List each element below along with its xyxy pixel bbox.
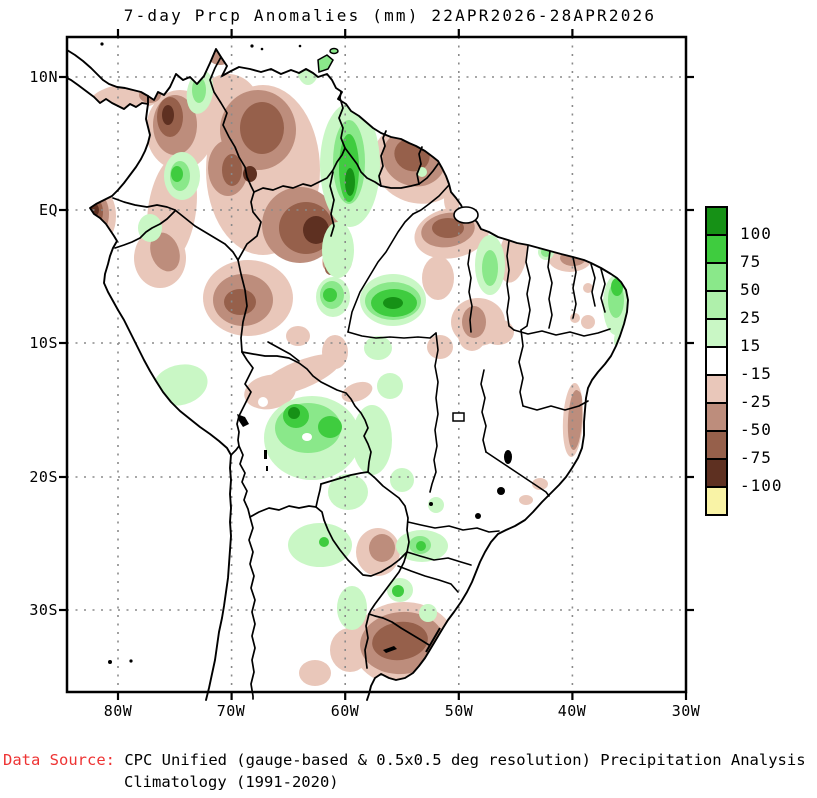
data-source-text: CPC Unified (gauge-based & 0.5x0.5 deg r… <box>124 751 806 769</box>
coastline <box>66 48 629 701</box>
marajo-island <box>453 206 479 224</box>
lagoa-mirim <box>383 646 397 653</box>
colorbar-box-m15-m25 <box>705 374 728 404</box>
data-source-label: Data Source: <box>3 751 115 769</box>
x-axis-label-30w: 30W <box>671 702 701 720</box>
colorbar-label-m25: -25 <box>740 392 772 411</box>
x-axis-label-40w: 40W <box>557 702 587 720</box>
anomaly-white-gaps <box>258 397 312 441</box>
colorbar-label-75: 75 <box>740 252 762 271</box>
anomaly-layer-brown <box>91 97 464 661</box>
y-axis-label-20s: 20S <box>29 468 58 486</box>
x-axis-label-70w: 70W <box>216 702 246 720</box>
x-axis-label-60w: 60W <box>330 702 360 720</box>
colorbar <box>705 206 728 516</box>
x-axis-label-80w: 80W <box>103 702 133 720</box>
page-title: 7-day Prcp Anomalies (mm) 22APR2026-28AP… <box>123 6 657 25</box>
coastal-lagoon <box>425 627 441 653</box>
colorbar-box-gt100 <box>705 206 728 236</box>
colorbar-box-m25-m50 <box>705 402 728 432</box>
anomaly-layer-green-dark <box>288 168 403 419</box>
colorbar-label-m15: -15 <box>740 364 772 383</box>
anomaly-layer-darkbrown <box>91 105 329 244</box>
lake-titicaca <box>237 414 249 427</box>
trinidad-island <box>317 54 334 74</box>
x-axis-label-50w: 50W <box>444 702 474 720</box>
data-source-line2: Climatology (1991-2020) <box>124 773 339 791</box>
y-axis-label-30s: 30S <box>29 601 58 619</box>
y-axis-label-10s: 10S <box>29 334 58 352</box>
colorbar-box-25-50 <box>705 290 728 320</box>
colorbar-box-15-25 <box>705 318 728 348</box>
country-borders <box>112 56 439 700</box>
colorbar-box-75-100 <box>705 234 728 264</box>
colorbar-box-50-75 <box>705 262 728 292</box>
lakes-and-islands <box>100 42 512 664</box>
colorbar-label-15: 15 <box>740 336 762 355</box>
state-borders <box>267 184 611 593</box>
axis-ticks <box>59 29 694 700</box>
y-axis-label-eq: EQ <box>38 201 58 219</box>
data-source-line1: Data Source: CPC Unified (gauge-based & … <box>3 750 806 770</box>
colorbar-label-100: 100 <box>740 224 772 243</box>
colorbar-box-m50-m75 <box>705 430 728 460</box>
colorbar-box-m75-m100 <box>705 458 728 488</box>
graticule-grid <box>67 37 686 692</box>
colorbar-label-m50: -50 <box>740 420 772 439</box>
colorbar-label-m75: -75 <box>740 448 772 467</box>
colorbar-label-25: 25 <box>740 308 762 327</box>
colorbar-label-50: 50 <box>740 280 762 299</box>
plot-frame <box>59 29 694 700</box>
y-axis-label-10n: 10N <box>29 68 58 86</box>
tobago-island <box>329 47 339 55</box>
colorbar-box-neutral <box>705 346 728 376</box>
colorbar-box-ltm100 <box>705 486 728 516</box>
colorbar-label-m100: -100 <box>740 476 783 495</box>
